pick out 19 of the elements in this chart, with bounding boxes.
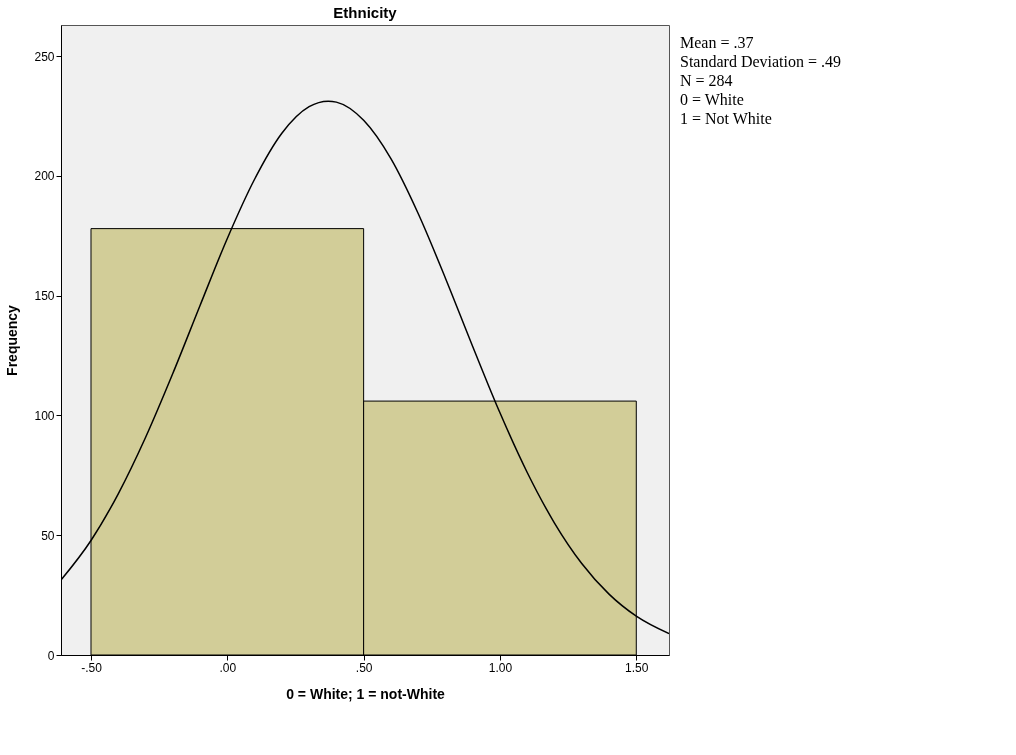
- y-axis-title: Frequency: [4, 304, 21, 376]
- x-tick-label: .50: [355, 660, 373, 675]
- x-axis-title: 0 = White; 1 = not-White: [286, 685, 446, 702]
- y-tick-label: 150: [34, 289, 55, 304]
- y-tick-label: 100: [34, 408, 55, 423]
- y-tick-label: 250: [34, 49, 55, 64]
- text: Mean = .37: [680, 33, 754, 51]
- x-tick-label: 1.00: [488, 660, 513, 675]
- x-tick-label: 1.50: [625, 660, 649, 675]
- x-tick-label: -.50: [81, 660, 103, 675]
- y-tick-label: 200: [34, 169, 55, 184]
- y-tick-label: 0: [47, 648, 55, 663]
- text: 0 = White: [680, 90, 744, 108]
- text: N = 284: [680, 71, 733, 89]
- chart-title: Ethnicity: [333, 4, 398, 21]
- x-tick-label: .00: [219, 660, 237, 675]
- y-tick-label: 50: [41, 528, 55, 543]
- text: 1 = Not White: [680, 109, 772, 127]
- text: Standard Deviation = .49: [680, 52, 841, 70]
